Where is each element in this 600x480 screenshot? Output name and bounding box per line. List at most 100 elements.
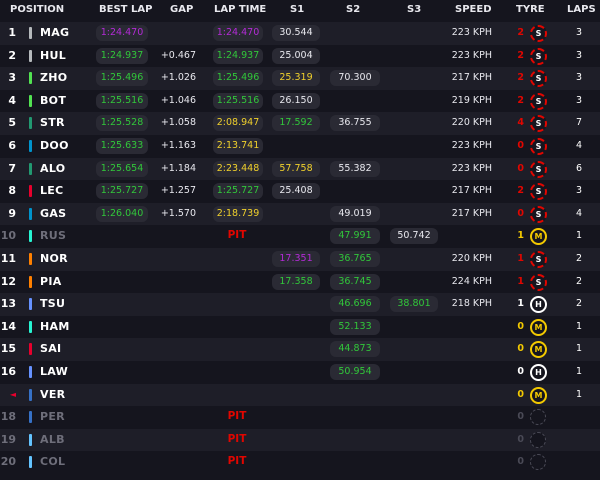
col-best-lap[interactable]: BEST LAP <box>99 4 153 15</box>
lap-count: 7 <box>575 117 583 129</box>
driver-code: ALB <box>40 432 65 446</box>
driver-code: TSU <box>40 297 66 311</box>
soft-tyre-icon: S <box>530 115 547 133</box>
sector-1-time: 25.004 <box>272 47 320 64</box>
speed-trap: 217 KPH <box>451 185 492 197</box>
pit-status: PIT <box>227 432 247 445</box>
col-position[interactable]: POSITION <box>10 4 65 15</box>
table-row[interactable]: 6 DOO 1:25.633 +1.163 2:13.741 223 KPH 0 S 4 <box>0 135 600 158</box>
table-row[interactable]: 2 HUL 1:24.937 +0.467 1:24.937 25.004 223 KPH 2… <box>0 45 600 68</box>
sector-1-time: 17.592 <box>272 115 320 132</box>
last-lap-time: 1:25.516 <box>213 92 263 109</box>
team-color-bar <box>29 27 32 39</box>
driver-code: COL <box>40 455 66 469</box>
table-row[interactable]: 16 LAW 50.954 0 H 1 <box>0 361 600 384</box>
soft-tyre-icon: S <box>530 273 547 291</box>
soft-tyre-icon: S <box>530 183 547 201</box>
hard-tyre-icon: H <box>530 364 547 381</box>
team-color-bar <box>29 72 32 85</box>
best-lap-time: 1:25.633 <box>96 138 148 154</box>
last-lap-time: 1:24.937 <box>213 47 263 64</box>
position-number: 14 <box>0 319 16 333</box>
col-s2[interactable]: S2 <box>346 4 361 15</box>
speed-trap: 223 KPH <box>451 140 492 151</box>
team-color-bar <box>29 253 32 265</box>
tyre-age: 0 <box>517 162 524 174</box>
driver-code: NOR <box>40 252 68 265</box>
position-number: 9 <box>8 206 16 220</box>
table-row[interactable]: 11 NOR 17.351 36.765 220 KPH 1 S 2 <box>0 248 600 271</box>
pit-status: PIT <box>227 410 247 423</box>
col-laps[interactable]: LAPS <box>567 4 596 15</box>
lap-count: 3 <box>575 49 583 61</box>
best-lap-time: 1:24.937 <box>96 47 148 64</box>
driver-code: ZHO <box>40 71 68 85</box>
sector-1-time: 25.319 <box>272 70 320 87</box>
table-row[interactable]: 18 PER PIT 0 <box>0 406 600 429</box>
table-row[interactable]: 5 STR 1:25.528 +1.058 2:08.947 17.592 36.755 22… <box>0 112 600 135</box>
driver-code: LAW <box>40 365 69 378</box>
table-row[interactable]: 19 ALB PIT 0 <box>0 428 600 452</box>
speed-trap: 223 KPH <box>451 49 492 61</box>
position-number: 13 <box>0 297 16 311</box>
lap-count: 1 <box>575 230 583 242</box>
driver-code: RUS <box>40 229 67 243</box>
table-row[interactable]: 10 RUS PIT 47.991 50.742 1 M 1 <box>0 225 600 248</box>
tyre-age: 2 <box>517 49 524 61</box>
col-gap[interactable]: GAP <box>170 4 194 15</box>
best-lap-time: 1:25.654 <box>96 160 148 177</box>
col-tyre[interactable]: TYRE <box>516 4 545 15</box>
tyre-age: 0 <box>517 140 524 151</box>
table-row[interactable]: 15 SAI 44.873 0 M 1 <box>0 338 600 361</box>
lap-count: 2 <box>575 298 583 310</box>
position-number: 1 <box>8 26 16 39</box>
table-row[interactable]: 20 COL PIT 0 <box>0 451 600 474</box>
driver-code: MAG <box>40 26 70 39</box>
lap-count: 1 <box>575 366 583 377</box>
table-row[interactable]: 8 LEC 1:25.727 +1.257 1:25.727 25.408 217 KPH 2… <box>0 180 600 203</box>
speed-trap: 220 KPH <box>451 253 492 264</box>
tyre-age: 0 <box>517 320 524 332</box>
table-row[interactable]: 3 ZHO 1:25.496 +1.026 1:25.496 25.319 70.300 21… <box>0 67 600 90</box>
col-speed[interactable]: SPEED <box>455 4 492 15</box>
lap-count: 1 <box>575 343 583 355</box>
position-number: 20 <box>0 455 16 469</box>
position-number: 3 <box>8 71 16 85</box>
table-row[interactable]: 7 ALO 1:25.654 +1.184 2:23.448 57.758 55.382 22… <box>0 157 600 181</box>
position-number: 5 <box>8 116 16 130</box>
medium-tyre-icon: M <box>530 341 547 359</box>
position-number: ◄ <box>9 389 16 399</box>
table-row[interactable]: 9 GAS 1:26.040 +1.570 2:18.739 49.019 217 KPH 0… <box>0 202 600 226</box>
last-lap-time: 1:25.496 <box>213 70 263 87</box>
team-color-bar <box>29 298 32 311</box>
tyre-age: 0 <box>517 343 524 355</box>
col-s3[interactable]: S3 <box>407 4 422 15</box>
sector-1-time: 26.150 <box>272 92 320 109</box>
col-lap-time[interactable]: LAP TIME <box>214 4 267 15</box>
table-row[interactable]: 12 PIA 17.358 36.745 224 KPH 1 S 2 <box>0 271 600 294</box>
tyre-age: 1 <box>517 230 524 242</box>
gap-to-leader: +1.026 <box>160 72 196 84</box>
lap-count: 2 <box>575 253 583 264</box>
lap-count: 3 <box>575 27 583 38</box>
team-color-bar <box>29 275 32 288</box>
driver-code: HUL <box>40 48 67 62</box>
sector-2-time: 46.696 <box>330 296 380 313</box>
best-lap-time: 1:25.496 <box>96 70 148 87</box>
lap-count: 4 <box>575 207 583 219</box>
col-s1[interactable]: S1 <box>290 4 305 15</box>
soft-tyre-icon: S <box>530 70 547 88</box>
table-row[interactable]: 14 HAM 52.133 0 M 1 <box>0 316 600 339</box>
position-number: 18 <box>0 410 16 424</box>
team-color-bar <box>29 49 32 62</box>
sector-2-time: 49.019 <box>330 205 380 222</box>
position-number: 10 <box>0 229 16 243</box>
table-row[interactable]: ◄ VER 0 M 1 <box>0 383 600 407</box>
table-row[interactable]: 13 TSU 46.696 38.801 218 KPH 1 H 2 <box>0 293 600 316</box>
table-row[interactable]: 1 MAG 1:24.470 1:24.470 30.544 223 KPH 2 S 3 <box>0 22 600 45</box>
best-lap-time: 1:26.040 <box>96 205 148 222</box>
table-row[interactable]: 4 BOT 1:25.516 +1.046 1:25.516 26.150 219 KPH 2… <box>0 90 600 113</box>
team-color-bar <box>29 162 32 175</box>
soft-tyre-icon: S <box>530 251 547 268</box>
position-number: 7 <box>8 161 16 175</box>
